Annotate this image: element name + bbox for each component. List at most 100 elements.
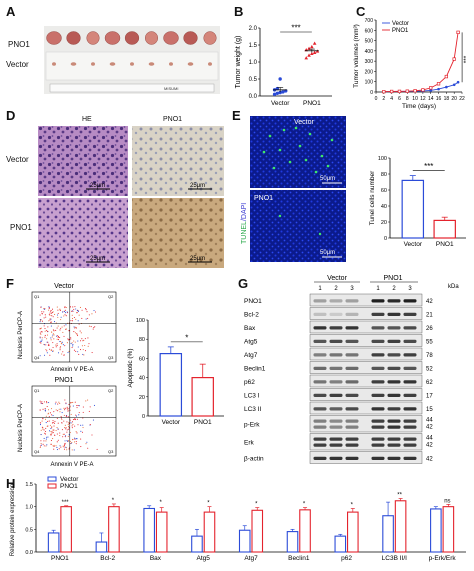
g-band	[403, 407, 417, 411]
g-blot-strip	[309, 388, 423, 401]
flow-event	[65, 328, 67, 330]
flow-event	[76, 407, 78, 409]
g-lane-number: 1	[318, 286, 322, 292]
tumor-vector	[52, 62, 56, 66]
c-xtick-label: 12	[420, 96, 426, 102]
flow-event	[52, 347, 54, 349]
c-point	[436, 82, 441, 86]
flow-event	[52, 329, 54, 331]
flow-event	[43, 445, 45, 447]
flow-event	[77, 405, 79, 407]
flow-event	[62, 436, 64, 438]
tunel-positive-cell	[314, 170, 318, 174]
chart-b: Tumor weight (g) *** 0.0 0.5 1.0 1.5 2.0 Vect…	[235, 24, 332, 107]
flow-event	[43, 311, 45, 313]
flow-event	[68, 425, 70, 428]
flow-event	[70, 413, 72, 415]
flow-event	[56, 306, 58, 308]
flow-event	[59, 411, 61, 413]
flow-event	[68, 421, 70, 423]
g-kda: kDa	[448, 284, 459, 290]
g-lane-number: 3	[350, 286, 354, 292]
c-xtick-label: 8	[406, 96, 409, 102]
g-protein-name: p-Erk	[244, 422, 260, 429]
flow-quadrant: Q3	[108, 355, 114, 360]
g-kda-value: 42	[426, 456, 433, 462]
h-bar	[382, 515, 394, 553]
h-ytick-label: 0.0	[25, 550, 33, 556]
flow-event	[39, 332, 41, 334]
g-band	[387, 353, 401, 357]
g-protein-name: LC3 I	[244, 392, 260, 399]
flow-event	[57, 312, 59, 314]
g-blot-strip	[309, 451, 423, 464]
flow-event	[69, 405, 71, 407]
tumor-pno1	[86, 31, 100, 45]
flow-event	[81, 345, 83, 347]
flow-event	[72, 401, 74, 404]
flow-event	[60, 319, 62, 321]
flow-event	[59, 349, 61, 351]
tunel-positive-cell	[288, 160, 292, 164]
flow-event	[52, 342, 54, 344]
h-legend-pno1: PNO1	[60, 483, 78, 490]
c-point	[429, 86, 433, 90]
flow-quadrant: Q4	[34, 449, 40, 454]
flow-event	[65, 435, 67, 437]
g-band	[371, 353, 385, 357]
flow-event	[67, 416, 69, 418]
g-lane-number: 3	[408, 286, 412, 292]
g-lane-number: 1	[376, 286, 380, 292]
flow-event	[53, 425, 55, 427]
g-band	[329, 380, 343, 384]
tumor-pno1	[144, 31, 158, 45]
h-bar	[155, 511, 168, 553]
flow-event	[50, 337, 52, 339]
g-band	[371, 380, 385, 384]
h-bar	[238, 529, 251, 553]
b-point	[272, 92, 277, 97]
c-series-line	[383, 32, 459, 93]
h-bar	[47, 532, 60, 553]
flow-event	[53, 448, 55, 450]
flow-event	[82, 411, 84, 413]
flow-event	[76, 418, 78, 420]
flow-event	[64, 307, 66, 309]
flow-event	[50, 434, 52, 436]
flow-event	[50, 321, 52, 323]
flow-event	[57, 439, 59, 441]
flow-event	[85, 443, 87, 445]
g-band	[387, 326, 401, 330]
flow-event	[75, 415, 78, 417]
flow-event	[50, 318, 52, 320]
flow-event	[56, 417, 58, 419]
flow-event	[46, 444, 48, 446]
flow-event	[64, 312, 67, 314]
h-significance: *	[303, 502, 306, 508]
d-scale-4: 25μm	[190, 256, 205, 262]
flow-plots: Vector PNO1 Nuclesis PerCP-A Nuclesis Pe…	[18, 283, 117, 468]
flow-event	[57, 325, 59, 327]
h-significance: ns	[444, 498, 450, 504]
flow-event	[71, 342, 73, 344]
h-xtick-label: Atg7	[244, 555, 258, 562]
h-legend-swatch	[47, 483, 57, 489]
flow-event	[85, 308, 87, 310]
flow-event	[77, 320, 79, 322]
c-xtick-label: 6	[398, 96, 401, 102]
tunel-positive-cell	[308, 132, 312, 136]
panel-letter-a: A	[6, 4, 16, 19]
flow-event	[49, 310, 51, 312]
flow-event	[57, 410, 59, 412]
c-xlabel: Time (days)	[402, 103, 436, 110]
flow-event	[80, 430, 82, 432]
flow-event	[64, 443, 66, 445]
flow-event	[52, 334, 54, 336]
c-point	[456, 30, 460, 34]
d-col-pno1: PNO1	[163, 116, 183, 123]
flow-event	[56, 441, 58, 443]
e-label-vector: Vector	[294, 119, 315, 126]
tunel-positive-cell	[278, 214, 282, 218]
flow-event	[44, 344, 46, 346]
g-blot-strip	[309, 374, 423, 388]
